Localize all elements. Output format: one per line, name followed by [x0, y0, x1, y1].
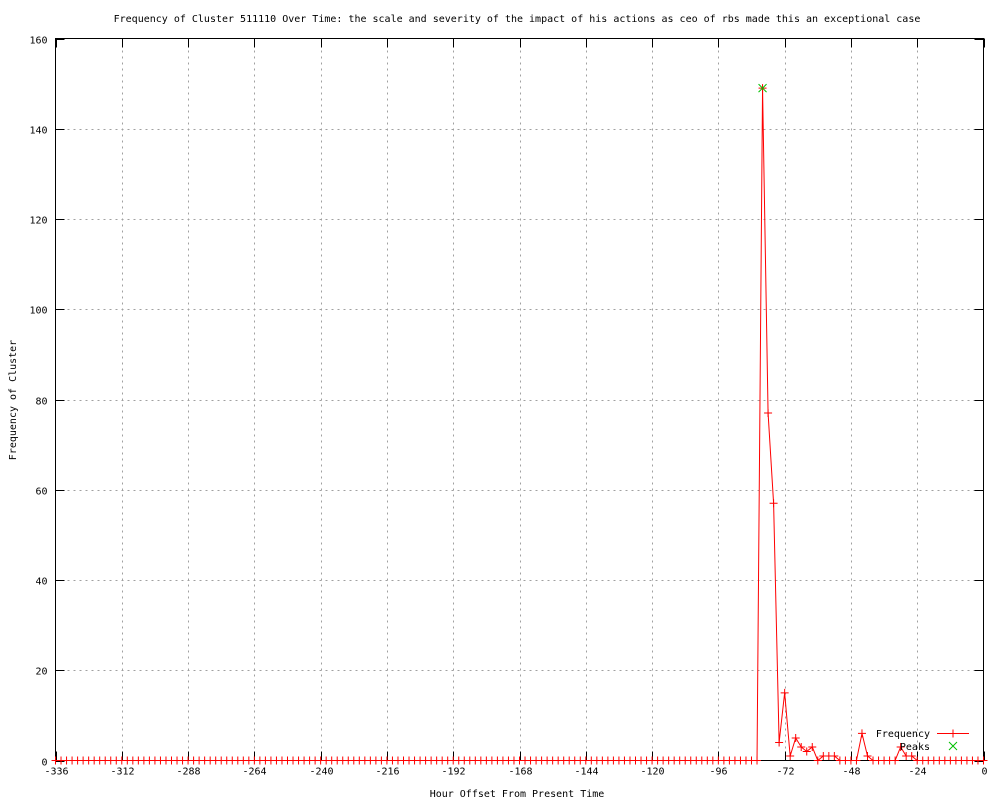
- frequency-point: [764, 409, 773, 418]
- frequency-point: [775, 738, 784, 747]
- y-tick-label: 80: [35, 397, 47, 408]
- frequency-point: [780, 688, 789, 697]
- chart-title: Frequency of Cluster 511110 Over Time: t…: [114, 14, 921, 25]
- frequency-point: [813, 756, 822, 765]
- y-tick-label: 140: [29, 126, 47, 137]
- y-axis-label: Frequency of Cluster: [8, 340, 19, 460]
- x-tick-label: -96: [709, 767, 727, 778]
- x-tick-label: -48: [842, 767, 860, 778]
- y-tick-label: 100: [29, 306, 47, 317]
- frequency-point: [797, 742, 806, 751]
- x-tick-label: -240: [309, 767, 333, 778]
- frequency-point: [802, 747, 811, 756]
- x-tick-label: -216: [375, 767, 399, 778]
- frequency-point: [791, 733, 800, 742]
- frequency-point: [808, 742, 817, 751]
- frequency-point: [857, 729, 866, 738]
- frequency-point: [863, 751, 872, 760]
- x-tick-label: -192: [441, 767, 465, 778]
- y-tick-label: 0: [41, 758, 47, 769]
- legend-label-peaks: Peaks: [900, 742, 930, 753]
- x-tick-label: -264: [242, 767, 266, 778]
- y-tick-label: 160: [29, 36, 47, 47]
- x-tick-label: -120: [640, 767, 664, 778]
- frequency-point: [753, 756, 762, 765]
- legend: Frequency Peaks: [876, 729, 969, 753]
- x-tick-label: -144: [574, 767, 598, 778]
- frequency-point: [979, 756, 988, 765]
- x-tick-label: -312: [110, 767, 134, 778]
- axis-ticks: -336 -312 -288 -264 -240 -216 -192 -168 -144 -120…: [29, 36, 987, 778]
- y-tick-label: 120: [29, 216, 47, 227]
- frequency-point: [896, 742, 905, 751]
- x-tick-label: 0: [981, 767, 987, 778]
- x-tick-label: -24: [908, 767, 926, 778]
- frequency-point: [907, 751, 916, 760]
- legend-swatch-peaks: [948, 741, 958, 751]
- frequency-line: [55, 88, 984, 762]
- y-tick-label: 40: [35, 577, 47, 588]
- legend-marker-peaks: [948, 741, 958, 751]
- y-tick-label: 60: [35, 487, 47, 498]
- x-tick-label: -336: [44, 767, 68, 778]
- x-tick-label: -72: [776, 767, 794, 778]
- frequency-point: [786, 751, 795, 760]
- frequency-point: [830, 751, 839, 760]
- x-axis-label: Hour Offset From Present Time: [430, 789, 605, 800]
- legend-swatch-frequency: [937, 729, 969, 738]
- legend-marker-frequency: [949, 729, 957, 738]
- frequency-point: [891, 756, 900, 765]
- legend-label-frequency: Frequency: [876, 729, 930, 740]
- peak-point: [758, 83, 767, 93]
- grid: [55, 38, 984, 761]
- frequency-point: [769, 499, 778, 508]
- y-tick-label: 20: [35, 667, 47, 678]
- series-layer: [51, 83, 988, 765]
- x-tick-label: -288: [176, 767, 200, 778]
- x-tick-label: -168: [508, 767, 532, 778]
- frequency-point: [852, 756, 861, 765]
- plot-border: [55, 38, 984, 761]
